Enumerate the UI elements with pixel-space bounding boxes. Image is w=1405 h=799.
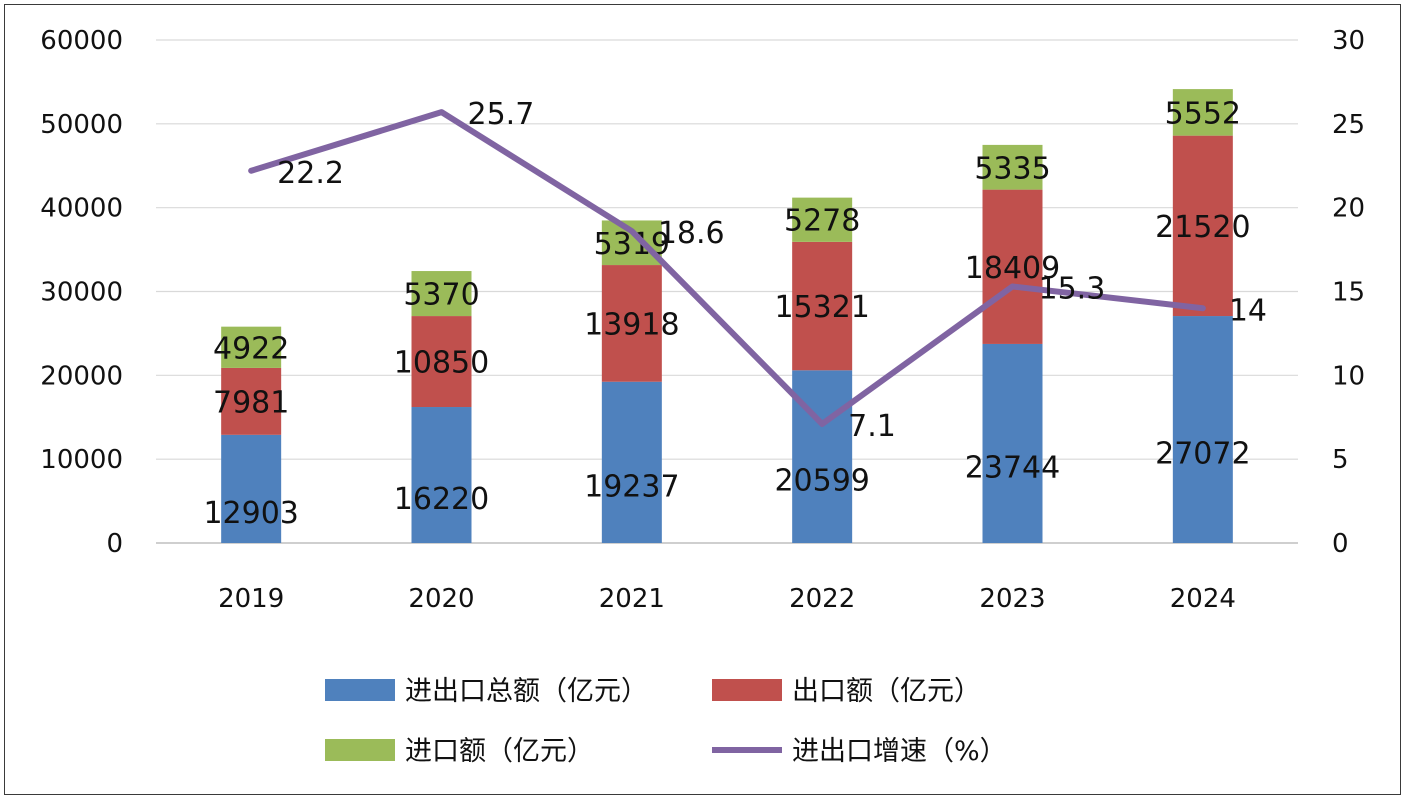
bars [221,89,1233,543]
x-tick-label: 2020 [408,584,474,614]
x-tick-label: 2021 [599,584,665,614]
growth-data-label: 15.3 [1039,271,1106,306]
right-tick-label: 30 [1332,26,1365,56]
left-tick-label: 50000 [40,110,123,140]
bar-data-label: 4922 [213,331,289,366]
bar-segment [1172,135,1233,317]
x-axis: 2019 2020 2021 2022 2023 2024 [218,584,1236,614]
bar-segment [221,326,282,368]
bar-data-label: 16220 [394,482,489,517]
growth-data-label: 18.6 [658,216,725,251]
growth-data-label: 22.2 [277,156,344,191]
x-tick-label: 2024 [1170,584,1236,614]
x-tick-label: 2019 [218,584,284,614]
bar-segment [411,271,472,317]
bar-segment [792,241,853,371]
legend-label: 出口额（亿元） [792,676,981,707]
legend-swatch [325,679,395,701]
bar-data-label: 15321 [774,290,869,325]
bar-data-label: 5335 [974,151,1050,186]
left-tick-label: 60000 [40,26,123,56]
bar-data-label: 5370 [403,278,479,313]
right-tick-label: 20 [1332,194,1365,224]
bar-data-label: 12903 [203,496,298,531]
x-tick-label: 2022 [789,584,855,614]
right-tick-label: 5 [1332,445,1349,475]
bar-segment [411,316,472,408]
legend-label: 进口额（亿元） [405,736,594,767]
left-tick-label: 0 [106,529,123,559]
bar-segment [601,381,662,543]
bar-segment [982,189,1043,344]
left-tick-label: 30000 [40,278,123,308]
bar-data-label: 20599 [774,464,869,499]
right-tick-label: 0 [1332,529,1349,559]
left-tick-label: 10000 [40,445,123,475]
bar-segment [792,370,853,543]
bar-data-label: 21520 [1155,210,1250,245]
legend-swatch [712,679,782,701]
bar-segment [601,265,662,382]
bar-data-label: 7981 [213,385,289,420]
x-tick-label: 2023 [979,584,1045,614]
growth-polyline [248,109,1206,427]
bar-segment [1172,89,1233,136]
growth-data-label: 14 [1229,293,1267,328]
legend-label: 进出口总额（亿元） [405,676,648,707]
right-tick-label: 10 [1332,361,1365,391]
bar-data-label: 13918 [584,307,679,342]
bar-segment [221,434,282,543]
right-tick-label: 25 [1332,110,1365,140]
growth-labels: 22.2 25.7 18.6 7.1 15.3 14 [277,97,1267,444]
bar-labels: 1290379814922162201085053701923713918531… [203,96,1250,531]
gridlines [156,39,1298,544]
bar-data-label: 23744 [965,450,1060,485]
bar-segment [221,367,282,435]
bar-segment [982,343,1043,543]
bar-data-label: 10850 [394,346,489,381]
bar-segment [792,197,853,242]
bar-data-label: 18409 [965,251,1060,286]
left-tick-label: 20000 [40,361,123,391]
legend-swatch [325,739,395,761]
bar-data-label: 5278 [784,204,860,239]
bar-segment [411,407,472,543]
growth-data-label: 7.1 [848,409,896,444]
bar-data-label: 5552 [1165,96,1241,131]
left-axis: 0 10000 20000 30000 40000 50000 60000 [40,26,123,559]
right-axis: 0 5 10 15 20 25 30 [1332,26,1365,559]
legend: 进出口总额（亿元） 出口额（亿元） 进口额（亿元） 进出口增速（%） [325,676,1007,767]
bar-data-label: 19237 [584,469,679,504]
legend-label: 进出口增速（%） [792,736,1007,767]
bar-segment [982,144,1043,190]
bar-segment [1172,316,1233,543]
left-tick-label: 40000 [40,194,123,224]
bar-data-label: 27072 [1155,437,1250,472]
growth-data-label: 25.7 [468,97,535,132]
right-tick-label: 15 [1332,278,1365,308]
growth-line [248,109,1206,427]
